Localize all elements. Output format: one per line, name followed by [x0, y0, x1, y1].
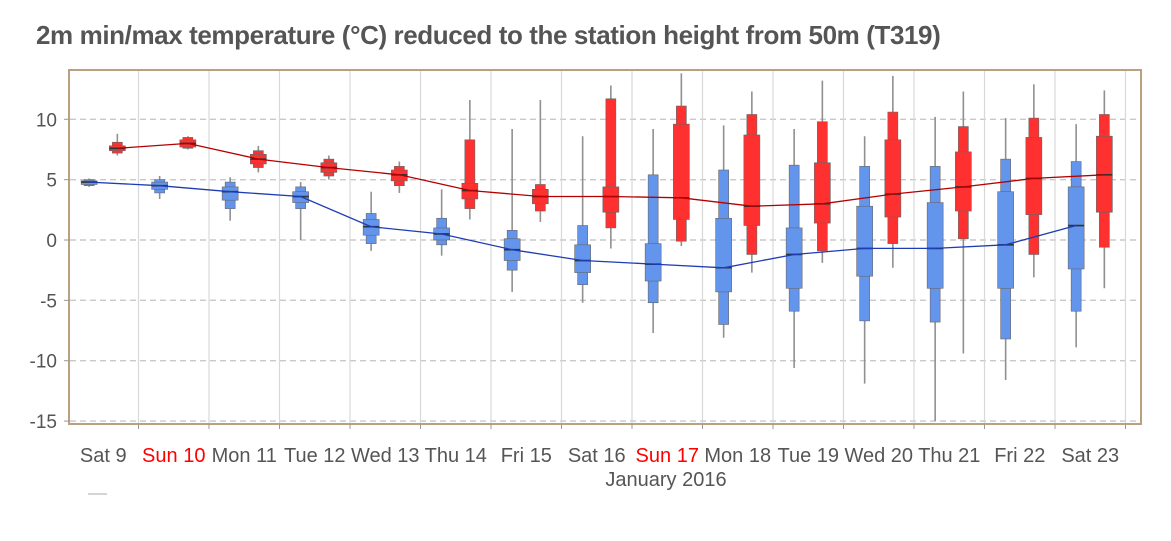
x-tick-label: Mon 11 — [212, 445, 277, 467]
y-tick-label: 10 — [36, 110, 57, 131]
y-tick-label: -5 — [40, 291, 57, 312]
x-axis-label: January 2016 — [605, 469, 726, 491]
box-plots — [80, 73, 1113, 422]
x-tick-label: Wed 20 — [844, 445, 913, 467]
min-inner-box — [221, 186, 239, 201]
x-tick-label: Thu 21 — [918, 445, 980, 467]
max-inner-box — [743, 134, 761, 226]
max-outer-box — [605, 98, 617, 229]
min-inner-box — [715, 217, 732, 293]
max-inner-box — [1025, 137, 1043, 215]
max-inner-box — [955, 151, 972, 212]
y-tick-label: 5 — [46, 171, 57, 192]
x-axis-ticks: Sat 9 Sun 10 Mon 11 Tue 12 Wed 13 Thu 14 Fri 1… — [80, 424, 1126, 467]
x-tick-label: Mon 18 — [704, 445, 771, 467]
chart-title: 2m min/max temperature (°C) reduced to t… — [36, 20, 941, 50]
min-inner-box — [644, 243, 662, 282]
min-inner-box — [574, 244, 591, 273]
x-tick-label: Fri 22 — [994, 445, 1045, 467]
x-tick-label: Sat 9 — [80, 445, 127, 467]
max-inner-box — [884, 139, 902, 218]
x-tick-label: Sun 10 — [142, 445, 205, 467]
max-median-line — [117, 142, 1105, 207]
x-tick-label: Tue 19 — [777, 445, 839, 467]
x-tick-label: Sat 16 — [568, 445, 626, 467]
y-tick-label: 0 — [46, 231, 57, 252]
min-inner-box — [1067, 186, 1085, 270]
x-tick-label: Sun 17 — [636, 445, 699, 467]
x-tick-label: Tue 12 — [284, 445, 346, 467]
y-tick-label: -10 — [30, 352, 57, 373]
x-tick-label: Fri 15 — [501, 445, 552, 467]
median-lines — [89, 142, 1105, 269]
x-tick-label: Sat 23 — [1061, 445, 1119, 467]
x-tick-label: Wed 13 — [351, 445, 420, 467]
min-inner-box — [785, 227, 803, 289]
min-median-line — [89, 181, 1077, 269]
max-inner-box — [673, 123, 690, 220]
y-tick-label: -15 — [30, 412, 57, 433]
max-inner-box — [814, 162, 831, 224]
grid-lines — [70, 71, 1140, 423]
x-tick-label: Thu 14 — [425, 445, 487, 467]
min-inner-box — [926, 202, 944, 289]
max-outer-box — [464, 139, 476, 209]
min-outer-box — [647, 174, 659, 304]
min-inner-box — [997, 191, 1014, 289]
plot-area-frame — [68, 69, 1142, 425]
max-inner-box — [602, 186, 620, 213]
min-inner-box — [856, 205, 873, 277]
y-axis-ticks: 10 5 0 -5 -10 -15 — [30, 110, 69, 433]
